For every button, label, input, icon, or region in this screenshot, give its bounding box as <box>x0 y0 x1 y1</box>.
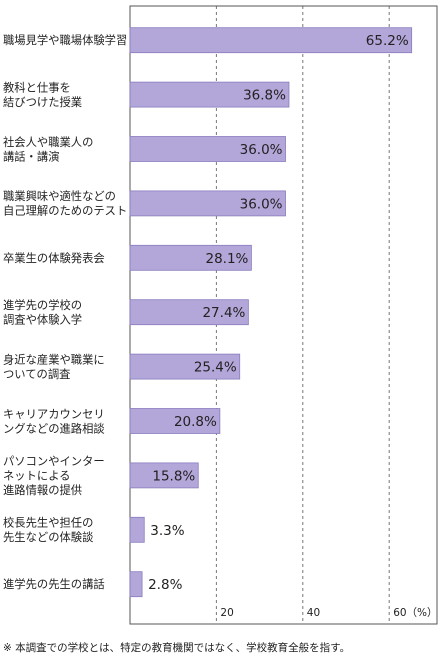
category-label-8-line-2: 進路情報の提供 <box>3 483 82 497</box>
bar-6 <box>129 353 241 380</box>
value-label-7: 20.8% <box>174 414 217 430</box>
tick-label-40: 40 <box>307 607 320 619</box>
category-label-7-line-1: ングなどの進路相談 <box>3 421 105 435</box>
category-label-2-line-0: 社会人や職業人の <box>3 135 93 149</box>
category-label-8-line-1: ネットによる <box>3 469 70 482</box>
category-label-5: 進学先の学校の調査や体験入学 <box>3 298 82 327</box>
category-label-0: 職場見学や職場体験学習 <box>3 33 127 47</box>
value-label-9: 3.3% <box>150 523 184 539</box>
category-label-9-line-1: 先生などの体験談 <box>3 530 93 544</box>
value-label-8: 15.8% <box>152 468 195 484</box>
category-label-1-line-1: 結びつけた授業 <box>3 95 82 109</box>
bar-10 <box>129 571 143 598</box>
category-label-8-line-0: パソコンやインター <box>3 455 105 468</box>
bar-1 <box>129 81 290 108</box>
value-label-5: 27.4% <box>202 305 245 321</box>
footnote: ※ 本調査での学校とは、特定の教育機関ではなく、学校教育全般を指す。 <box>3 642 351 654</box>
category-label-9: 校長先生や担任の先生などの体験談 <box>3 516 93 545</box>
category-label-10-line-0: 進学先の先生の講話 <box>3 577 105 591</box>
category-label-1-line-0: 教科と仕事を <box>3 80 71 94</box>
category-label-6: 身近な産業や職業についての調査 <box>3 352 105 381</box>
bar-8 <box>129 462 199 489</box>
category-label-3: 職業興味や適性などの自己理解のためのテスト <box>3 189 127 218</box>
bar-7 <box>129 408 221 434</box>
value-label-10: 2.8% <box>148 577 182 593</box>
category-label-6-line-0: 身近な産業や職業に <box>3 352 105 366</box>
category-label-10: 進学先の先生の講話 <box>3 577 105 591</box>
category-label-9-line-0: 校長先生や担任の <box>3 516 93 530</box>
category-label-0-line-0: 職場見学や職場体験学習 <box>3 33 127 47</box>
bar-9 <box>129 516 145 543</box>
category-label-4: 卒業生の体験発表会 <box>3 251 105 265</box>
tick-label-20: 20 <box>220 607 233 619</box>
category-label-5-line-0: 進学先の学校の <box>3 298 82 312</box>
bar-2 <box>129 136 286 162</box>
value-label-4: 28.1% <box>206 251 249 267</box>
category-label-3-line-1: 自己理解のためのテスト <box>3 204 127 218</box>
bar-0 <box>129 27 413 54</box>
category-label-2: 社会人や職業人の講話・講演 <box>3 135 93 164</box>
bar-4 <box>129 244 252 271</box>
value-label-0: 65.2% <box>366 33 409 49</box>
bar-3 <box>129 190 286 217</box>
bar-5 <box>129 299 249 326</box>
category-label-8: パソコンやインターネットによる進路情報の提供 <box>3 455 105 497</box>
category-label-2-line-1: 講話・講演 <box>3 149 60 163</box>
category-label-4-line-0: 卒業生の体験発表会 <box>3 251 105 265</box>
tick-label-60: 60（%） <box>393 607 437 619</box>
value-label-3: 36.0% <box>240 196 283 212</box>
category-label-7: キャリアカウンセリングなどの進路相談 <box>3 408 105 436</box>
value-label-6: 25.4% <box>194 360 237 376</box>
value-label-1: 36.8% <box>243 88 286 104</box>
category-label-7-line-0: キャリアカウンセリ <box>3 408 105 421</box>
value-label-2: 36.0% <box>240 142 283 158</box>
category-label-1: 教科と仕事を結びつけた授業 <box>3 80 82 109</box>
category-label-6-line-1: ついての調査 <box>3 367 70 381</box>
category-label-5-line-1: 調査や体験入学 <box>3 312 82 326</box>
category-label-3-line-0: 職業興味や適性などの <box>3 189 116 203</box>
